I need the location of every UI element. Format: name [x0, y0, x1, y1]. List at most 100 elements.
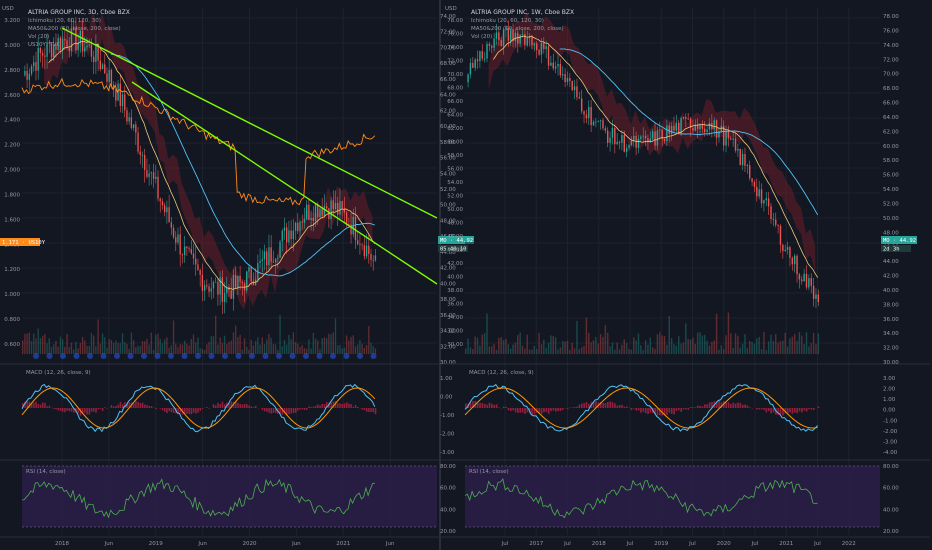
candle-body	[689, 118, 692, 128]
macd-histogram-bar	[168, 408, 170, 412]
macd-histogram-bar	[552, 408, 555, 411]
macd-histogram-bar	[119, 401, 122, 408]
candle-body	[303, 219, 306, 223]
macd-histogram-bar	[623, 406, 626, 408]
left-price-tick: 48.00	[447, 221, 463, 227]
volume-bar	[564, 341, 566, 354]
volume-bar	[172, 320, 175, 354]
volume-bar	[250, 339, 252, 354]
macd-histogram-bar	[566, 408, 569, 410]
left-price-tick: 58.00	[447, 153, 463, 159]
volume-bar	[758, 336, 760, 354]
candle-body	[270, 247, 272, 262]
volume-bar	[775, 334, 777, 354]
macd-histogram-bar	[725, 402, 727, 408]
volume-bar	[550, 335, 552, 354]
macd-histogram-bar	[493, 404, 496, 408]
candle-body	[564, 74, 566, 83]
volume-bar	[689, 339, 692, 354]
candle-body	[88, 44, 90, 46]
volume-bar	[183, 340, 186, 354]
candle-body	[212, 282, 215, 289]
volume-bar	[217, 344, 219, 354]
candle-body	[332, 200, 334, 210]
candle-body	[101, 64, 104, 70]
macd-histogram-bar	[317, 404, 319, 408]
macd-histogram-bar	[692, 407, 694, 408]
candle-body	[181, 254, 184, 256]
candle-body	[592, 121, 595, 126]
volume-bar	[168, 347, 170, 354]
right-price-tick: 70.00	[883, 72, 899, 78]
candle-body	[321, 208, 323, 216]
candle-body	[782, 244, 784, 252]
candle-body	[692, 127, 694, 131]
ma200-line	[559, 48, 819, 216]
time-axis-tick: 2020	[243, 541, 257, 547]
macd-histogram-bar	[637, 408, 640, 411]
candle-body	[533, 43, 536, 46]
macd-histogram-bar	[604, 403, 607, 408]
macd-histogram-bar	[39, 404, 42, 408]
volume-bar	[57, 346, 59, 354]
macd-histogram-bar	[550, 408, 552, 412]
macd-histogram-bar	[308, 406, 310, 408]
macd-histogram-bar	[808, 408, 810, 410]
candle-body	[512, 29, 514, 42]
left-price-tick: 64.00	[447, 113, 463, 119]
candle-body	[571, 80, 573, 91]
macd-histogram-bar	[368, 408, 370, 413]
macd-histogram-bar	[73, 408, 75, 413]
macd-histogram-bar	[79, 408, 82, 416]
right-price-tick: 36.00	[883, 317, 899, 323]
volume-bar	[319, 348, 321, 354]
volume-bar	[604, 325, 607, 354]
right-price-tick: 76.00	[883, 28, 899, 34]
volume-bar	[616, 342, 618, 354]
right-price-tick: 66.00	[440, 77, 456, 83]
volume-bar	[117, 343, 119, 354]
volume-bar	[297, 343, 299, 354]
left-price-tick: 50.00	[447, 207, 463, 213]
volume-bar	[161, 343, 164, 354]
volume-bar	[317, 340, 319, 354]
candle-body	[297, 222, 299, 232]
volume-bar	[101, 333, 104, 354]
candle-body	[48, 42, 50, 44]
legend-line-0: ALTRIA GROUP INC, 1W, Cboe BZX	[471, 9, 574, 16]
volume-bar	[507, 344, 510, 354]
volume-bar	[817, 333, 820, 354]
macd-histogram-bar	[221, 401, 224, 408]
candle-body	[130, 117, 133, 128]
rsi-tick: 80.00	[883, 464, 899, 470]
macd-histogram-bar	[352, 406, 355, 408]
event-marker	[343, 353, 350, 359]
macd-histogram-bar	[540, 408, 543, 415]
volume-bar	[708, 345, 711, 354]
candle-body	[274, 258, 277, 263]
candle-body	[230, 290, 232, 299]
right-price-tick: 38.00	[883, 302, 899, 308]
volume-bar	[737, 335, 739, 354]
volume-bar	[687, 338, 689, 354]
volume-bar	[308, 339, 310, 354]
volume-bar	[259, 344, 261, 354]
candle-body	[339, 201, 341, 215]
left-price-tick: 36.00	[447, 302, 463, 308]
candle-body	[132, 124, 135, 128]
volume-bar	[126, 343, 128, 354]
macd-histogram-bar	[680, 408, 683, 412]
volume-bar	[124, 342, 126, 354]
volume-bar	[175, 343, 177, 354]
legend-line-3: Vol (20)	[471, 34, 492, 40]
macd-histogram-bar	[274, 408, 277, 413]
volume-bar	[706, 340, 708, 354]
candle-body	[66, 40, 68, 48]
right-price-tick: 74.00	[440, 14, 456, 20]
volume-bar	[301, 345, 303, 354]
volume-bar	[261, 337, 263, 354]
macd-histogram-bar	[370, 408, 372, 412]
candle-body	[348, 224, 350, 226]
candle-body	[649, 138, 652, 143]
